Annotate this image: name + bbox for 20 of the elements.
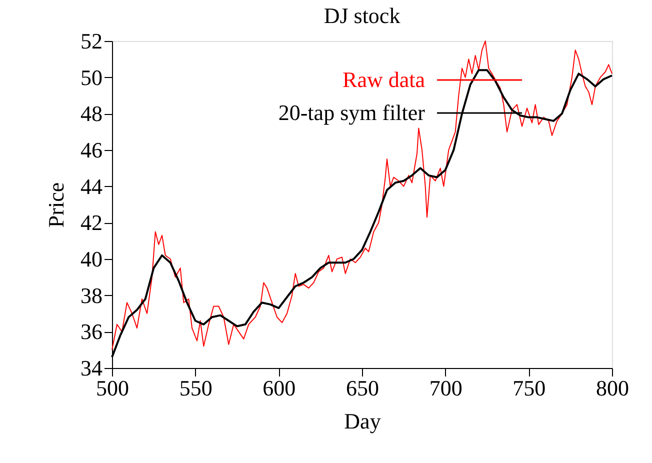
x-tick-label: 600 <box>262 376 296 400</box>
legend-label: Raw data <box>342 67 426 92</box>
y-tick-label: 46 <box>80 138 102 162</box>
x-tick-label: 550 <box>179 376 212 400</box>
x-tick-label: 700 <box>429 376 462 400</box>
x-tick-label: 750 <box>512 376 546 400</box>
y-tick-label: 36 <box>80 319 102 344</box>
y-tick-label: 48 <box>80 101 102 126</box>
x-tick-label: 650 <box>346 376 379 400</box>
y-axis-title: Price <box>44 182 68 228</box>
chart-title: DJ stock <box>324 3 400 28</box>
y-tick-label: 42 <box>80 210 102 236</box>
x-axis-title: Day <box>344 408 381 434</box>
y-tick-label: 38 <box>80 282 102 308</box>
legend-label: 20-tap sym filter <box>278 100 426 125</box>
y-tick-label: 44 <box>80 174 102 199</box>
y-tick-label: 40 <box>80 246 102 272</box>
y-tick-label: 50 <box>80 64 102 90</box>
y-tick-label: 52 <box>80 28 102 54</box>
x-tick-label: 800 <box>596 376 629 400</box>
